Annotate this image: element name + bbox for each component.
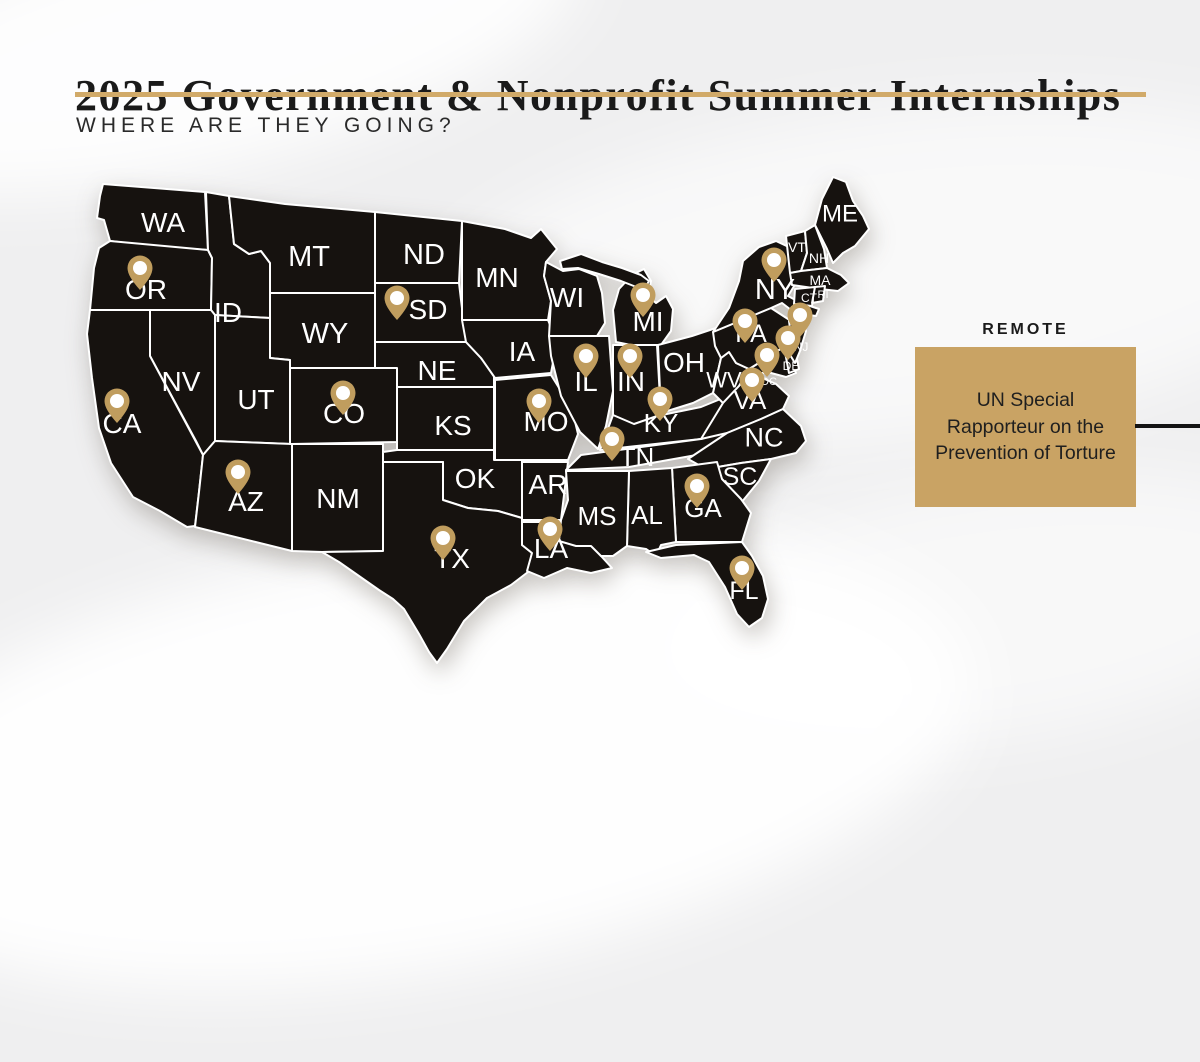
map-pins xyxy=(104,247,813,590)
state-label-VT: VT xyxy=(788,239,806,255)
map-pin-sd xyxy=(384,285,410,320)
map-state-labels: WAORCANVIDMTWYUTAZNMCONDSDNEKSOKTXMNIAMO… xyxy=(103,200,858,604)
remote-card: UN Special Rapporteur on the Prevention … xyxy=(915,347,1136,507)
location-pin-dot xyxy=(793,308,807,322)
map-pin-nj xyxy=(775,325,801,360)
state-label-NH: NH xyxy=(809,250,829,266)
state-TX xyxy=(321,461,533,664)
state-label-ID: ID xyxy=(214,297,242,328)
map-pin-in xyxy=(617,343,643,378)
state-label-ND: ND xyxy=(403,239,445,271)
map-pin-tx xyxy=(430,525,456,560)
state-label-WV: WV xyxy=(706,368,742,393)
map-pin-ky xyxy=(647,386,673,421)
map-pin-ca xyxy=(104,388,130,423)
map-pin-fl xyxy=(729,555,755,590)
state-label-OH: OH xyxy=(663,347,705,378)
map-pin-mo xyxy=(526,388,552,423)
location-pin-dot xyxy=(623,349,637,363)
location-pin-dot xyxy=(231,465,245,479)
state-CT xyxy=(793,286,816,307)
page-subtitle: WHERE ARE THEY GOING? xyxy=(76,114,456,137)
title-underline xyxy=(75,92,1146,97)
map-pin-or xyxy=(127,255,153,290)
state-label-AL: AL xyxy=(631,500,663,530)
location-pin-dot xyxy=(133,261,147,275)
location-pin-dot xyxy=(579,349,593,363)
state-label-WY: WY xyxy=(302,318,349,350)
state-label-NC: NC xyxy=(745,422,784,452)
state-label-SC: SC xyxy=(723,463,758,491)
state-label-OK: OK xyxy=(455,463,496,494)
location-pin-dot xyxy=(690,479,704,493)
location-pin-dot xyxy=(745,373,759,387)
location-pin-dot xyxy=(636,288,650,302)
location-pin-dot xyxy=(767,253,781,267)
remote-heading: REMOTE xyxy=(982,321,1069,338)
state-label-WA: WA xyxy=(141,207,185,238)
map-pin-la xyxy=(537,516,563,551)
state-label-DC: DC xyxy=(761,376,777,388)
us-map: WAORCANVIDMTWYUTAZNMCONDSDNEKSOKTXMNIAMO… xyxy=(86,176,870,664)
remote-card-text: UN Special Rapporteur on the Prevention … xyxy=(935,389,1116,465)
map-pin-nj-2 xyxy=(787,302,813,337)
location-pin-dot xyxy=(735,561,749,575)
state-ME xyxy=(814,176,870,264)
location-pin-dot xyxy=(336,386,350,400)
state-label-NM: NM xyxy=(316,483,360,514)
state-label-IA: IA xyxy=(509,336,536,367)
state-label-AR: AR xyxy=(529,469,568,500)
state-label-MS: MS xyxy=(578,501,617,531)
map-pin-az xyxy=(225,459,251,494)
state-MA xyxy=(789,267,850,292)
location-pin-dot xyxy=(605,432,619,446)
map-pin-ny xyxy=(761,247,787,282)
map-pin-va xyxy=(739,367,765,402)
location-pin-dot xyxy=(760,348,774,362)
location-pin-dot xyxy=(110,394,124,408)
location-pin-dot xyxy=(738,314,752,328)
state-label-MN: MN xyxy=(475,262,519,293)
location-pin-dot xyxy=(543,522,557,536)
state-label-UT: UT xyxy=(237,384,274,415)
map-pin-md xyxy=(754,342,780,377)
map-states xyxy=(86,176,870,664)
state-RI xyxy=(811,285,826,304)
map-pin-mi xyxy=(630,282,656,317)
remote-connector-line xyxy=(1135,424,1200,428)
map-pin-ga xyxy=(684,473,710,508)
state-label-RI: RI xyxy=(818,289,829,301)
state-WI xyxy=(543,261,606,337)
location-pin-dot xyxy=(653,392,667,406)
state-label-MT: MT xyxy=(288,241,330,273)
location-pin-dot xyxy=(532,394,546,408)
state-label-SD: SD xyxy=(409,294,448,325)
state-label-IL: IL xyxy=(574,366,597,397)
state-label-NV: NV xyxy=(162,366,201,397)
state-label-WI: WI xyxy=(550,282,584,313)
state-MT xyxy=(228,195,376,294)
state-label-TN: TN xyxy=(620,442,655,472)
location-pin-dot xyxy=(781,331,795,345)
map-pin-pa xyxy=(732,308,758,343)
state-label-CT: CT xyxy=(801,291,818,305)
state-CA xyxy=(86,309,204,528)
location-pin-dot xyxy=(436,531,450,545)
state-label-DE: DE xyxy=(783,359,800,373)
map-pin-tn xyxy=(599,426,625,461)
state-label-MA: MA xyxy=(810,272,832,288)
state-label-NE: NE xyxy=(418,355,457,386)
state-label-KS: KS xyxy=(434,410,471,441)
map-pin-co xyxy=(330,380,356,415)
location-pin-dot xyxy=(390,291,404,305)
state-MS xyxy=(558,470,630,557)
map-pin-il xyxy=(573,343,599,378)
state-label-AZ: AZ xyxy=(228,486,264,517)
state-label-ME: ME xyxy=(822,200,858,227)
state-IL xyxy=(548,335,614,450)
